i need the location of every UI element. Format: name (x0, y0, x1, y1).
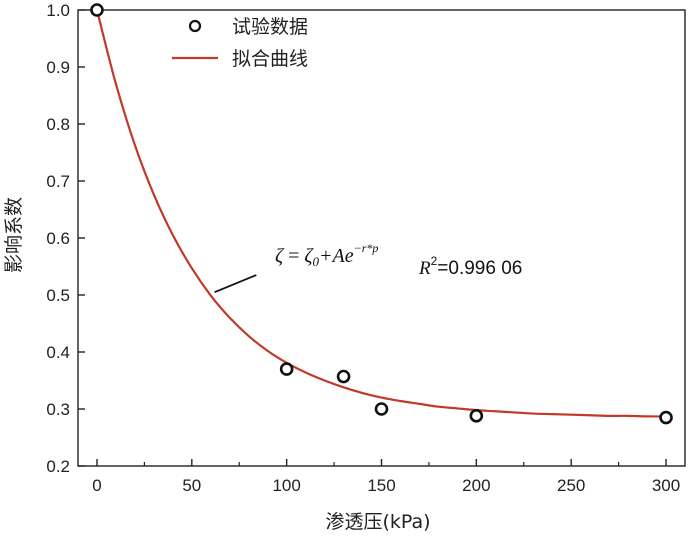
y-tick-label: 0.9 (46, 58, 70, 77)
r2-value: =0.996 06 (437, 258, 522, 279)
x-tick-label: 250 (557, 476, 585, 495)
eq-zeta: ζ (304, 245, 314, 267)
y-tick-label: 0.3 (46, 400, 70, 419)
legend: 试验数据 拟合曲线 (172, 16, 308, 70)
y-axis-title: 影响系数 (3, 197, 25, 273)
x-tick-label: 0 (92, 476, 101, 495)
fit-curve-line (95, 9, 667, 418)
y-tick-label: 0.7 (46, 172, 70, 191)
x-tick-label: 150 (367, 476, 395, 495)
x-axis: 0 50 100 150 200 250 300 (92, 459, 680, 495)
data-point (374, 402, 389, 416)
equation-leader-line (214, 274, 257, 293)
y-tick-label: 0.8 (46, 115, 70, 134)
r2-sup: 2 (431, 254, 438, 268)
eq-lhs: ζ (275, 245, 285, 267)
x-axis-title: 渗透压(kPa) (325, 511, 430, 533)
x-tick-label: 300 (652, 476, 680, 495)
y-tick-label: 0.2 (46, 457, 70, 476)
data-point (659, 410, 673, 425)
y-tick-label: 0.6 (46, 229, 70, 248)
eq-sub0: 0 (313, 254, 320, 269)
x-tick-label: 100 (272, 476, 300, 495)
r2-r: R (418, 258, 431, 279)
y-tick-label: 1.0 (46, 1, 70, 20)
data-point (90, 3, 104, 17)
data-point (279, 362, 294, 376)
legend-label-fit: 拟合曲线 (232, 48, 308, 70)
fit-equation: ζ = ζ0+Ae−r*p (275, 241, 378, 269)
x-tick-label: 200 (462, 476, 490, 495)
eq-equals: = (283, 245, 304, 267)
eq-exponent: −r*p (354, 241, 379, 255)
legend-marker-data (188, 19, 202, 33)
r-squared: R2=0.996 06 (418, 254, 522, 279)
y-tick-label: 0.4 (46, 343, 70, 362)
y-tick-label: 0.5 (46, 286, 70, 305)
legend-label-data: 试验数据 (232, 16, 308, 38)
data-points (90, 3, 673, 425)
y-axis: 0.2 0.3 0.4 0.5 0.6 0.7 0.8 0.9 1.0 (46, 1, 85, 476)
x-tick-label: 50 (182, 476, 201, 495)
data-point (336, 369, 351, 384)
data-point (469, 409, 484, 423)
eq-plus-a-e: +Ae (319, 245, 354, 267)
